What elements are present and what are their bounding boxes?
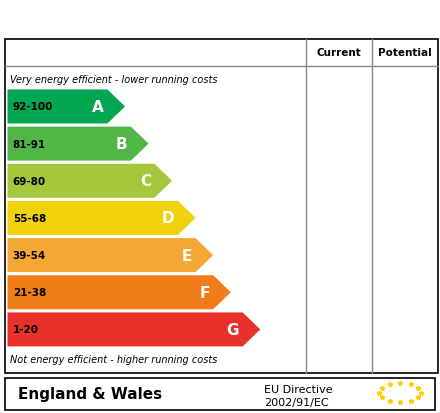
Polygon shape <box>7 239 213 273</box>
Polygon shape <box>7 313 260 347</box>
Text: 2002/91/EC: 2002/91/EC <box>264 396 329 406</box>
Text: D: D <box>162 211 174 226</box>
Text: 21-38: 21-38 <box>13 287 46 297</box>
Text: G: G <box>227 322 239 337</box>
Text: 39-54: 39-54 <box>13 251 46 261</box>
Text: 55-68: 55-68 <box>13 214 46 223</box>
Text: Not energy efficient - higher running costs: Not energy efficient - higher running co… <box>10 354 217 364</box>
Text: E: E <box>182 248 192 263</box>
Polygon shape <box>7 90 125 124</box>
Text: B: B <box>116 137 128 152</box>
Text: 1-20: 1-20 <box>13 325 39 335</box>
Text: Current: Current <box>316 48 361 58</box>
Text: EU Directive: EU Directive <box>264 385 333 394</box>
Text: Energy Efficiency Rating: Energy Efficiency Rating <box>10 9 288 28</box>
Text: England & Wales: England & Wales <box>18 387 162 401</box>
Bar <box>5 378 435 410</box>
Text: F: F <box>199 285 210 300</box>
Polygon shape <box>7 164 172 198</box>
Polygon shape <box>7 127 149 161</box>
Text: 69-80: 69-80 <box>13 176 46 186</box>
Text: Potential: Potential <box>378 48 432 58</box>
Text: C: C <box>140 174 151 189</box>
Text: A: A <box>92 100 104 115</box>
Polygon shape <box>7 275 231 309</box>
Text: 92-100: 92-100 <box>13 102 53 112</box>
Polygon shape <box>7 202 196 235</box>
Text: Very energy efficient - lower running costs: Very energy efficient - lower running co… <box>10 75 217 85</box>
Text: 81-91: 81-91 <box>13 139 46 149</box>
